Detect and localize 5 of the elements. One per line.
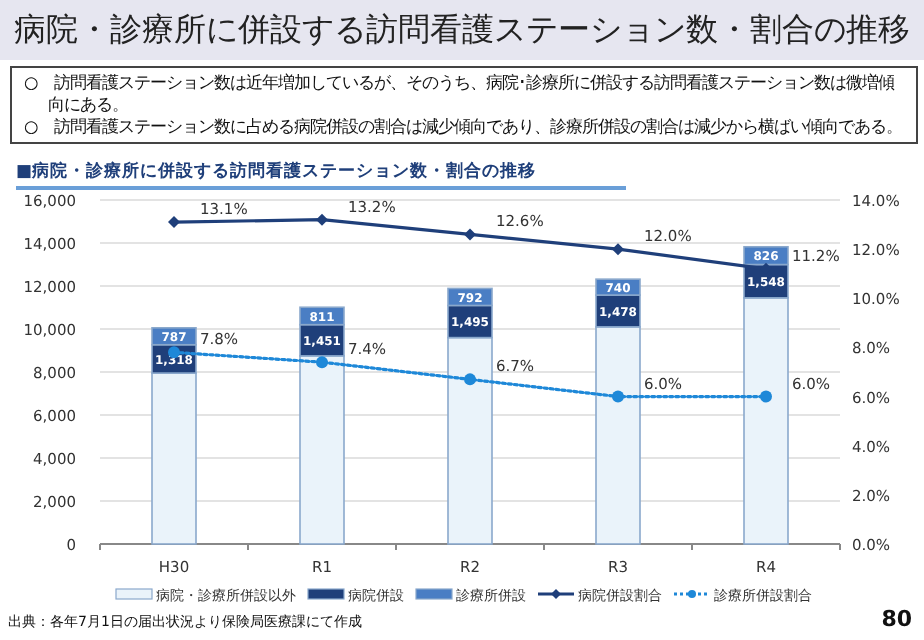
text: 80 xyxy=(881,606,912,632)
text: ○ 訪問看護ステーション数に占める病院併設の割合は減少傾向であり、診療所併設の割合は減少から横ばい傾向である。 xyxy=(24,116,904,138)
chart-title: 病院・診療所に併設する訪問看護ステーション数・割合の推移 xyxy=(0,0,924,60)
chart-subtitle: ■病院・診療所に併設する訪問看護ステーション数・割合の推移 xyxy=(16,160,626,190)
text: ○ 訪問看護ステーション数は近年増加しているが、そのうち、病院･診療所に併設する訪問看護ステーション数は微増傾向にある。 xyxy=(24,72,897,116)
